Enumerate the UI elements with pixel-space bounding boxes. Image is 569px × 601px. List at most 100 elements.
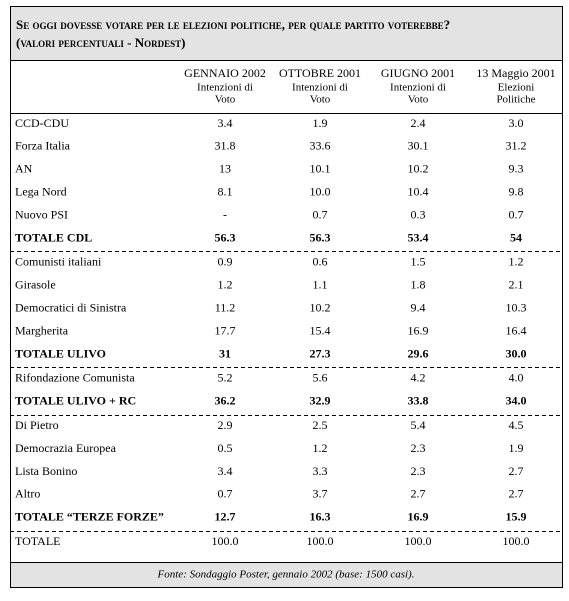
cell: 16.3 [310,510,331,524]
cell: 11.2 [215,300,236,314]
cell: 16.4 [506,323,527,337]
cell: 27.3 [310,346,331,360]
row-label: Nuovo PSI [15,207,68,221]
cell: 0.6 [313,255,328,269]
cell: 30.1 [408,139,429,153]
frame [10,6,563,588]
cell: 2.7 [411,487,426,501]
cell: 10.4 [408,184,429,198]
cell: 2.3 [411,441,426,455]
column-sub: Intenzioni di [390,82,446,94]
row-label: Di Pietro [15,418,59,432]
title: Se oggi dovesse votare per le elezioni p… [16,17,450,32]
row-label: Democratici di Sinistra [15,300,127,314]
row-label: Forza Italia [15,139,71,153]
cell: 100.0 [405,534,432,548]
cell: - [223,207,227,221]
source: Fonte: Sondaggio Poster, gennaio 2002 (b… [157,569,415,581]
cell: 1.9 [509,441,524,455]
row-label: Democrazia Europea [15,441,117,455]
row-label: TOTALE “TERZE FORZE” [15,510,164,524]
column-name: 13 Maggio 2001 [476,66,555,80]
cell: 3.7 [313,487,328,501]
cell: 29.6 [408,346,429,360]
cell: 2.3 [411,464,426,478]
cell: 10.2 [408,162,429,176]
cell: 32.9 [310,394,331,408]
row-label: Margherita [15,323,69,337]
cell: 4.2 [411,371,426,385]
cell: 2.4 [411,116,426,130]
cell: 31.8 [215,139,236,153]
cell: 5.6 [313,371,328,385]
row-label: AN [15,162,33,176]
cell: 2.1 [509,278,524,292]
cell: 1.2 [218,278,233,292]
cell: 5.4 [411,418,426,432]
cell: 2.5 [313,418,328,432]
cell: 3.4 [218,116,233,130]
cell: 9.3 [509,162,524,176]
column-sub: Intenzioni di [197,82,253,94]
cell: 53.4 [408,230,429,244]
cell: 3.0 [509,116,524,130]
cell: 1.9 [313,116,328,130]
cell: 15.9 [506,510,527,524]
cell: 0.7 [313,207,328,221]
cell: 9.4 [411,300,426,314]
title-band [11,7,562,60]
cell: 8.1 [218,184,233,198]
column-sub: Elezioni [498,82,535,94]
row-label: CCD-CDU [15,116,69,130]
cell: 56.3 [310,230,331,244]
cell: 10.3 [506,300,527,314]
cell: 30.0 [506,346,527,360]
cell: 56.3 [215,230,236,244]
column-sub: Intenzioni di [292,82,348,94]
row-label: Lega Nord [15,184,67,198]
cell: 0.7 [509,207,524,221]
row-label: Girasole [15,278,56,292]
cell: 10.2 [310,300,331,314]
column-name: GENNAIO 2002 [184,66,266,80]
cell: 0.5 [218,441,233,455]
row-label: TOTALE ULIVO [15,346,106,360]
cell: 31 [219,346,231,360]
cell: 17.7 [215,323,236,337]
row-label: TOTALE [15,534,60,548]
cell: 0.7 [218,487,233,501]
cell: 34.0 [506,394,527,408]
cell: 33.6 [310,139,331,153]
column-name: OTTOBRE 2001 [279,66,361,80]
cell: 10.1 [310,162,331,176]
cell: 9.8 [509,184,524,198]
cell: 12.7 [215,510,236,524]
row-label: TOTALE ULIVO + RC [15,394,136,408]
column-sub: Voto [408,94,429,106]
footer-band [11,563,562,587]
cell: 100.0 [307,534,334,548]
cell: 0.9 [218,255,233,269]
row-label: Rifondazione Comunista [15,371,135,385]
cell: 0.3 [411,207,426,221]
cell: 1.5 [411,255,426,269]
row-label: Lista Bonino [15,464,77,478]
row-label: TOTALE CDL [15,230,92,244]
column-sub: Politiche [496,94,535,106]
column-sub: Voto [215,94,236,106]
row-label: Comunisti italiani [15,255,102,269]
column-sub: Voto [310,94,331,106]
cell: 13 [219,162,231,176]
cell: 2.7 [509,487,524,501]
cell: 3.3 [313,464,328,478]
cell: 16.9 [408,323,429,337]
cell: 2.7 [509,464,524,478]
cell: 10.0 [310,184,331,198]
cell: 4.0 [509,371,524,385]
cell: 2.9 [218,418,233,432]
cell: 31.2 [506,139,527,153]
row-label: Altro [15,487,40,501]
cell: 1.2 [509,255,524,269]
cell: 100.0 [503,534,530,548]
